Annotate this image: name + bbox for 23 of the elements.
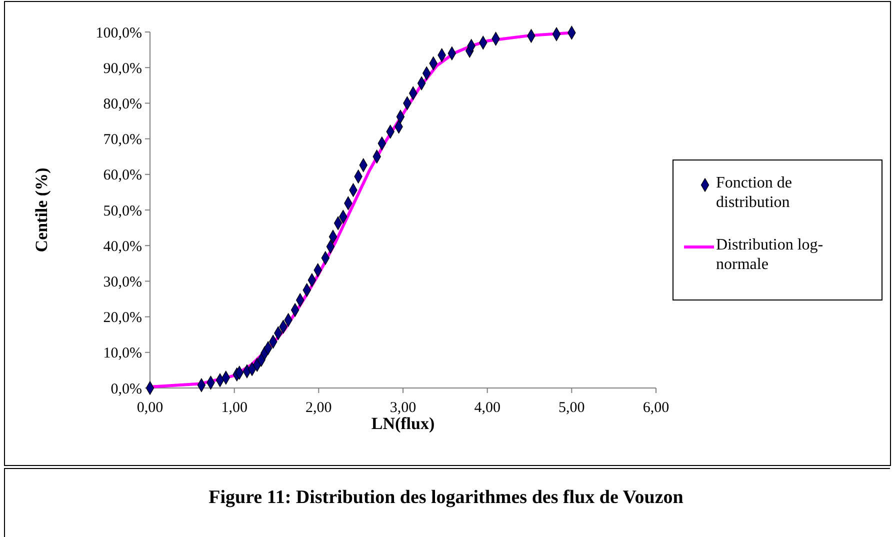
y-tick-label: 40,0% (103, 238, 142, 255)
y-tick-label: 80,0% (103, 96, 142, 112)
x-tick-label: 2,00 (306, 400, 332, 416)
legend-label: Fonction de distribution (716, 174, 792, 211)
x-tick-label: 0,00 (136, 400, 164, 416)
x-tick-label: 5,00 (558, 400, 585, 416)
y-tick-label: 10,0% (103, 346, 142, 362)
y-tick-label: 70,0% (103, 132, 142, 148)
x-tick-label: 6,00 (642, 400, 670, 416)
text: Figure 11: Distribution des logarithmes des flux de Vouzon (208, 487, 684, 508)
y-axis-title: Centile (%) (32, 168, 51, 252)
y-tick-label: 50,0% (103, 203, 142, 220)
x-tick-label: 4,00 (474, 400, 500, 416)
y-tick-label: 90,0% (103, 60, 142, 77)
y-tick-label: 100,0% (96, 25, 142, 42)
y-tick-label: 0,0% (110, 381, 142, 398)
x-tick-label: 3,00 (390, 400, 416, 416)
y-tick-label: 20,0% (103, 310, 142, 326)
y-tick-label: 30,0% (103, 274, 142, 290)
legend-label: Distribution log-normale (716, 236, 824, 273)
x-tick-label: 1,00 (221, 400, 248, 416)
y-tick-label: 60,0% (103, 168, 142, 184)
x-axis-title: LN(flux) (371, 414, 435, 433)
